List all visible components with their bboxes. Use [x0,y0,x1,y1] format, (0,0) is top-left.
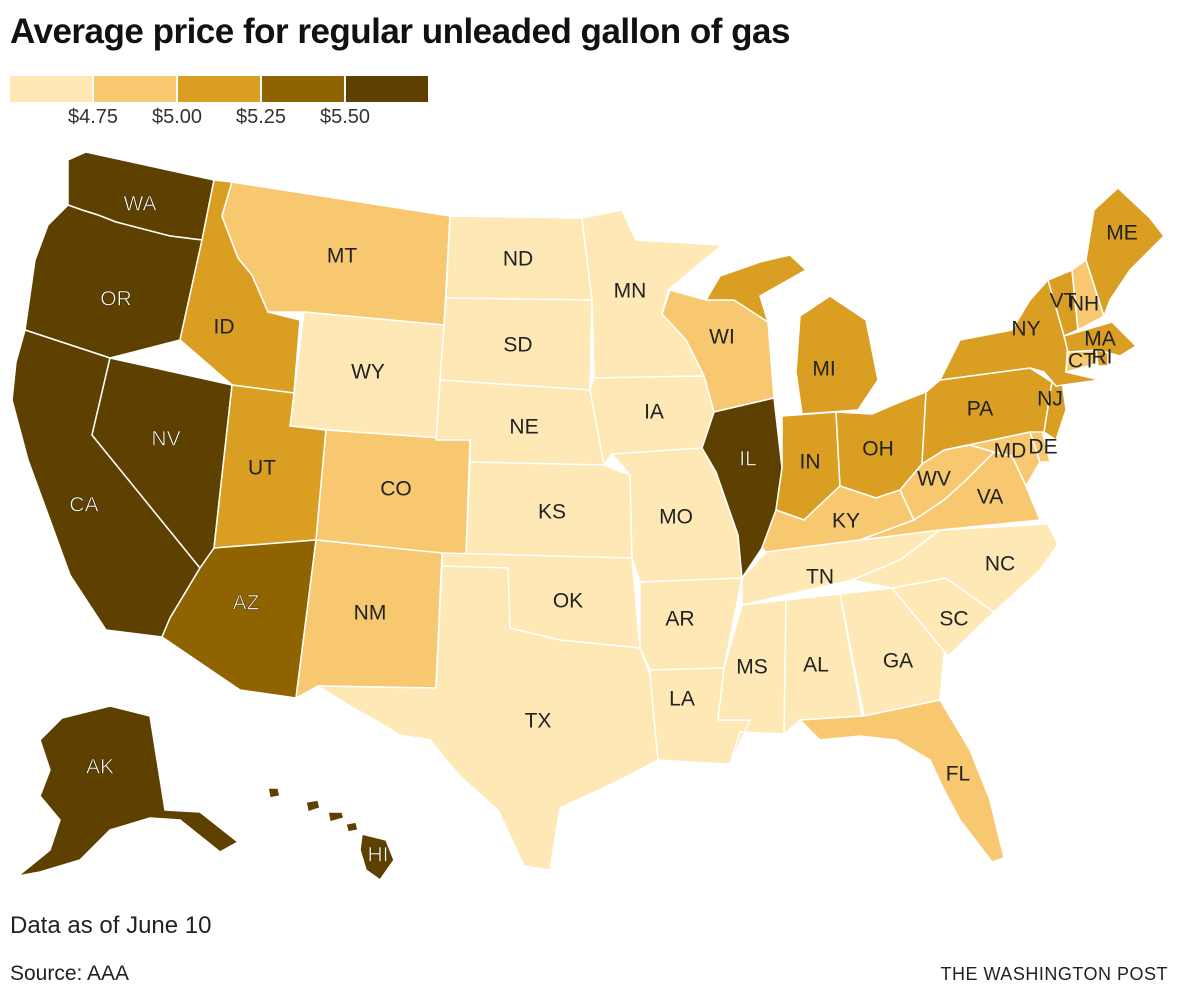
state-fl [799,699,1005,863]
state-label-la: LA [669,688,695,711]
state-label-nj: NJ [1037,388,1063,411]
state-label-ct: CT [1068,350,1096,373]
state-label-oh: OH [862,438,894,461]
state-label-pa: PA [967,398,993,421]
legend-swatch-1 [94,76,176,102]
legend-swatches [10,76,430,102]
state-label-mn: MN [614,280,647,303]
state-label-ma: MA [1084,328,1116,351]
state-label-mi: MI [812,358,835,381]
state-label-ms: MS [736,656,768,679]
color-legend: $4.75 $5.00 $5.25 $5.50 [10,76,430,132]
state-label-al: AL [803,654,829,677]
legend-tick-label: $5.50 [319,106,371,128]
state-label-ne: NE [509,416,538,439]
state-wi [661,289,775,413]
state-tx [317,565,659,871]
state-label-az: AZ [233,592,260,615]
state-label-sc: SC [939,608,968,631]
state-label-ga: GA [883,650,913,673]
state-label-vt: VT [1050,290,1077,313]
state-label-ut: UT [248,457,276,480]
map-title: Average price for regular unleaded gallo… [10,12,790,51]
state-nc [851,523,1059,613]
legend-swatch-2 [178,76,260,102]
state-label-wv: WV [917,468,951,491]
state-label-hi: HI [368,844,389,867]
state-mi [705,254,879,415]
legend-tick-label: $4.75 [67,106,119,128]
state-label-id: ID [214,316,235,339]
state-label-fl: FL [946,763,971,786]
legend-ticks: $4.75 $5.00 $5.25 $5.50 [10,102,430,132]
state-label-mo: MO [659,506,693,529]
state-label-ia: IA [644,401,664,424]
state-label-md: MD [994,440,1027,463]
state-label-ks: KS [538,501,566,524]
state-label-ny: NY [1011,318,1040,341]
state-label-ak: AK [86,756,114,779]
state-label-ca: CA [69,494,98,517]
state-label-ky: KY [832,510,860,533]
state-label-me: ME [1106,222,1138,245]
state-hi [267,787,395,881]
state-label-in: IN [800,451,821,474]
state-label-or: OR [100,288,132,311]
state-ma [1063,321,1137,357]
state-label-wy: WY [351,361,385,384]
legend-tick-label: $5.25 [235,106,287,128]
state-label-ri: RI [1092,346,1113,369]
state-label-de: DE [1028,436,1057,459]
state-label-nc: NC [985,553,1015,576]
state-label-nm: NM [354,602,387,625]
state-label-nh: NH [1069,293,1099,316]
state-label-ok: OK [553,590,583,613]
state-il [701,397,783,579]
publisher-credit: THE WASHINGTON POST [940,964,1168,984]
state-label-il: IL [739,448,757,471]
state-label-tn: TN [806,566,834,589]
state-ak [17,705,239,877]
us-state-map: WA OR CA NV ID MT WY UT AZ CO NM ND SD NE KS OK TX MN IA MO… [11,151,1165,881]
source-note: Source: AAA [10,962,130,985]
legend-swatch-4 [346,76,428,102]
state-label-ar: AR [665,608,694,631]
state-label-sd: SD [503,334,532,357]
state-label-nv: NV [151,428,180,451]
state-me [1085,187,1165,317]
state-label-va: VA [977,486,1003,509]
state-label-wi: WI [709,326,735,349]
state-label-tx: TX [525,710,552,733]
data-date-note: Data as of June 10 [10,912,212,939]
legend-swatch-0 [10,76,92,102]
state-ms [717,599,787,765]
state-label-nd: ND [503,248,533,271]
legend-swatch-3 [262,76,344,102]
state-label-mt: MT [327,245,357,268]
state-label-wa: WA [123,193,156,216]
state-label-co: CO [380,478,412,501]
legend-tick-label: $5.00 [151,106,203,128]
